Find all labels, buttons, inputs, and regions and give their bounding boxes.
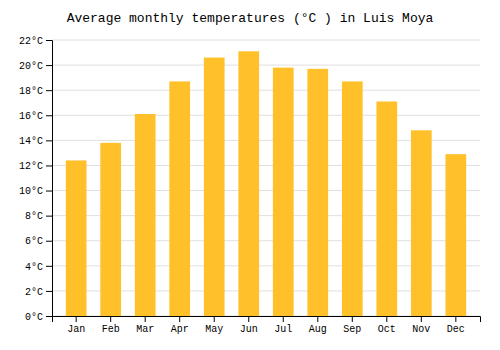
y-tick-label: 22°C xyxy=(19,36,43,47)
x-tick-label: Jun xyxy=(240,324,258,335)
bar xyxy=(169,81,190,316)
x-tick-label: May xyxy=(205,324,223,335)
y-axis: 0°C 2°C 4°C 6°C 8°C 10°C 12°C 14°C 16°C 18°C 20°C 2… xyxy=(19,36,53,323)
bars xyxy=(66,51,466,316)
y-tick-mark xyxy=(46,216,52,217)
x-tick: Jul xyxy=(274,316,292,335)
chart: 0°C 2°C 4°C 6°C 8°C 10°C 12°C 14°C 16°C 18°C 20°C 2… xyxy=(0,0,500,350)
y-tick: 22°C xyxy=(19,36,52,47)
x-tick-mark xyxy=(76,316,77,322)
y-tick-label: 18°C xyxy=(19,86,43,97)
grid-line xyxy=(52,115,480,116)
grid-line xyxy=(52,40,480,41)
y-tick-mark xyxy=(46,241,52,242)
x-tick-mark xyxy=(317,316,318,322)
bar xyxy=(376,101,397,316)
bar xyxy=(135,114,156,316)
x-tick-mark xyxy=(283,316,284,322)
x-tick-label: Jan xyxy=(67,324,85,335)
y-tick-label: 8°C xyxy=(25,211,43,222)
x-tick: Sep xyxy=(343,316,361,335)
x-tick-label: Aug xyxy=(309,324,327,335)
x-tick-label: Jul xyxy=(274,324,292,335)
bar xyxy=(307,69,328,316)
y-tick-label: 0°C xyxy=(25,312,43,323)
bar xyxy=(204,58,225,316)
x-tick: Aug xyxy=(309,316,327,335)
bar xyxy=(100,143,121,316)
x-tick: Jun xyxy=(240,316,258,335)
y-tick: 20°C xyxy=(19,61,52,72)
y-tick: 10°C xyxy=(19,186,52,197)
y-tick-mark xyxy=(46,65,52,66)
x-tick: Oct xyxy=(378,316,396,335)
bar xyxy=(342,81,363,316)
y-tick: 2°C xyxy=(25,287,52,298)
y-tick-mark xyxy=(46,140,52,141)
bar xyxy=(273,68,294,316)
y-tick-label: 12°C xyxy=(19,161,43,172)
y-tick: 12°C xyxy=(19,161,52,172)
x-tick-label: Nov xyxy=(412,324,430,335)
y-tick: 0°C xyxy=(25,312,52,323)
y-tick-mark xyxy=(46,316,52,317)
x-tick-mark xyxy=(214,316,215,322)
title: Average monthly temperatures (°C ) in Lu… xyxy=(67,11,434,26)
grid-line xyxy=(52,65,480,66)
x-tick: Jan xyxy=(67,316,85,335)
x-tick: Nov xyxy=(412,316,430,335)
y-tick-mark xyxy=(46,266,52,267)
x-tick-label: Sep xyxy=(343,324,361,335)
x-tick-label: Feb xyxy=(102,324,120,335)
x-tick-mark xyxy=(179,316,180,322)
y-tick-mark xyxy=(46,291,52,292)
y-tick: 6°C xyxy=(25,236,52,247)
x-tick-mark xyxy=(455,316,456,322)
bar xyxy=(238,51,259,316)
x-tick-mark xyxy=(386,316,387,322)
x-tick-mark xyxy=(110,316,111,322)
x-tick-mark xyxy=(145,316,146,322)
x-tick-label: Oct xyxy=(378,324,396,335)
x-tick: May xyxy=(205,316,223,335)
y-tick-mark xyxy=(46,165,52,166)
y-tick: 18°C xyxy=(19,86,52,97)
grid xyxy=(52,40,480,316)
x-tick-mark xyxy=(352,316,353,322)
bar xyxy=(445,154,466,316)
x-tick: Feb xyxy=(102,316,120,335)
y-tick-label: 4°C xyxy=(25,262,43,273)
x-tick: Mar xyxy=(136,316,154,335)
x-tick-label: Mar xyxy=(136,324,154,335)
y-tick-label: 2°C xyxy=(25,287,43,298)
plot: 0°C 2°C 4°C 6°C 8°C 10°C 12°C 14°C 16°C 18°C 20°C 2… xyxy=(19,36,481,335)
y-tick-label: 10°C xyxy=(19,186,43,197)
y-tick-mark xyxy=(46,191,52,192)
y-tick-label: 6°C xyxy=(25,236,43,247)
x-axis: Jan Feb Mar Apr May Jun Jul Aug Sep Oct Nov Dec xyxy=(53,316,481,335)
y-tick: 16°C xyxy=(19,111,52,122)
y-axis-line xyxy=(46,41,53,317)
y-tick-label: 20°C xyxy=(19,61,43,72)
y-tick-mark xyxy=(46,90,52,91)
x-tick-mark xyxy=(248,316,249,322)
x-tick-label: Dec xyxy=(447,324,465,335)
y-tick: 4°C xyxy=(25,262,52,273)
y-tick: 8°C xyxy=(25,211,52,222)
grid-line xyxy=(52,90,480,91)
x-tick-label: Apr xyxy=(171,324,189,335)
bar xyxy=(66,160,87,316)
x-axis-line xyxy=(53,317,481,323)
x-tick: Apr xyxy=(171,316,189,335)
y-tick: 14°C xyxy=(19,136,52,147)
y-tick-mark xyxy=(46,115,52,116)
y-tick-label: 16°C xyxy=(19,111,43,122)
x-tick: Dec xyxy=(447,316,465,335)
y-tick-label: 14°C xyxy=(19,136,43,147)
bar xyxy=(411,130,432,316)
x-tick-mark xyxy=(421,316,422,322)
y-tick-mark xyxy=(46,40,52,41)
